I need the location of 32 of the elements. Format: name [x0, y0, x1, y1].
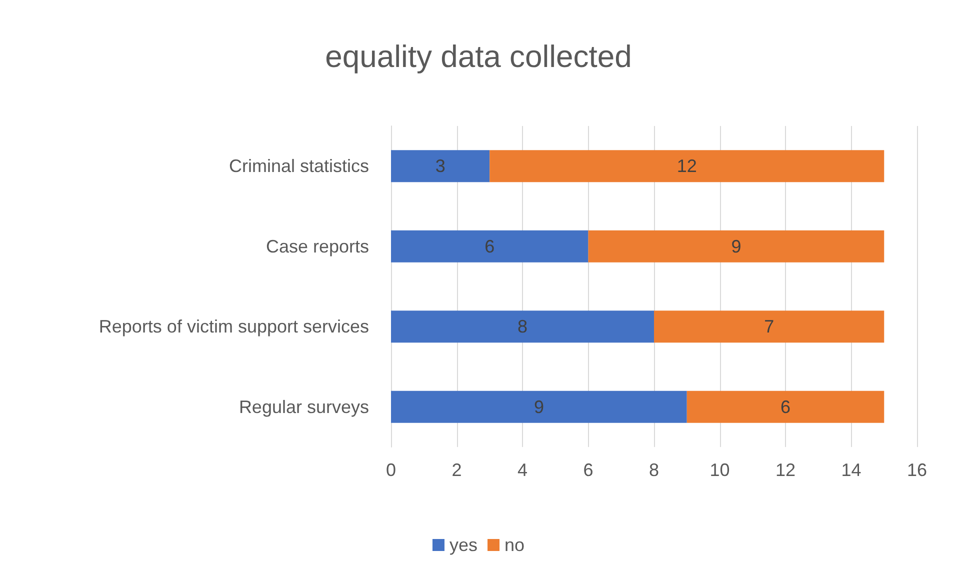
y-tick-label: Case reports: [266, 236, 369, 256]
x-tick-label: 2: [452, 460, 462, 480]
x-tick-label: 16: [906, 460, 928, 480]
x-tick-label: 14: [841, 460, 862, 480]
chart-title: equality data collected: [325, 39, 632, 74]
y-tick-label: Criminal statistics: [228, 156, 369, 176]
bar: [391, 230, 588, 262]
bar: [391, 390, 687, 423]
data-label: 9: [534, 396, 544, 417]
data-label: 3: [435, 156, 446, 176]
y-tick-label: Reports of victim support services: [98, 316, 369, 337]
x-tick-label: 10: [710, 460, 730, 480]
legend-label: no: [504, 535, 525, 555]
x-tick-label: 0: [386, 460, 396, 480]
data-label: 7: [764, 316, 774, 337]
x-tick-label: 12: [775, 460, 796, 480]
y-tick-label: Regular surveys: [238, 396, 369, 417]
data-label: 9: [731, 236, 742, 256]
x-tick-label: 4: [517, 460, 528, 480]
bar: [588, 230, 884, 262]
bar: [686, 390, 884, 423]
data-label: 12: [676, 156, 697, 176]
x-tick-label: 8: [648, 460, 660, 480]
bar: [391, 150, 490, 182]
x-tick-label: 6: [583, 460, 594, 480]
data-label: 6: [484, 236, 495, 256]
bar: [490, 150, 884, 182]
bar: [654, 310, 884, 343]
bar: [391, 310, 654, 343]
data-label: 6: [780, 396, 791, 417]
data-label: 8: [517, 316, 528, 337]
legend-label: yes: [449, 535, 478, 555]
